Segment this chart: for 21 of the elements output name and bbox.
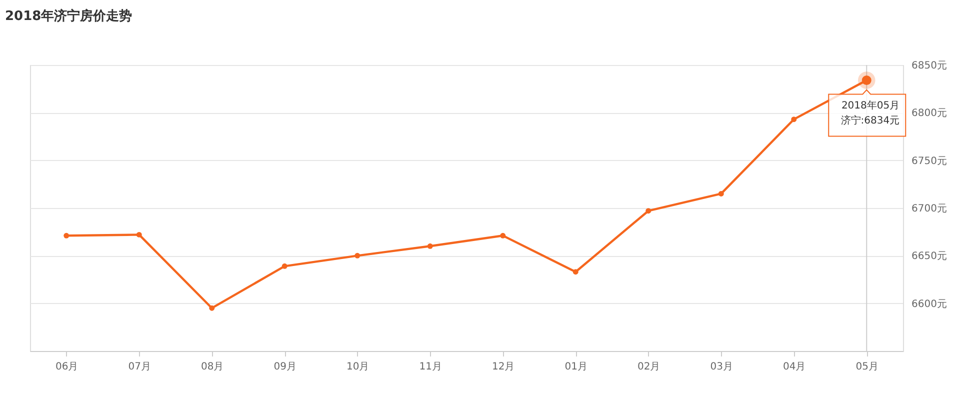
y-tick-label: 6600元 <box>912 298 947 310</box>
x-tick-label: 10月 <box>346 362 370 372</box>
x-tick-label: 12月 <box>492 362 515 372</box>
annotation: 2018年05月 <box>841 99 900 112</box>
y-tick-label: 6850元 <box>912 60 947 72</box>
x-tick-label: 01月 <box>564 362 588 372</box>
x-tick-label: 07月 <box>128 362 151 372</box>
x-tick-label: 05月 <box>856 362 878 372</box>
x-tick-label: 06月 <box>56 362 78 372</box>
annotation: 济宁:6834元 <box>840 114 900 126</box>
y-tick-label: 6800元 <box>912 108 947 120</box>
chart-title: 2018年济宁房价走势 <box>5 8 132 24</box>
y-tick-label: 6750元 <box>912 156 947 167</box>
x-tick-label: 08月 <box>201 362 224 372</box>
y-tick-label: 6650元 <box>912 251 947 262</box>
y-tick-label: 6700元 <box>912 204 947 214</box>
x-tick-label: 09月 <box>274 362 296 372</box>
x-tick-label: 11月 <box>419 362 442 372</box>
x-tick-label: 02月 <box>638 362 660 372</box>
x-tick-label: 04月 <box>783 362 806 372</box>
x-tick-label: 03月 <box>710 362 733 372</box>
